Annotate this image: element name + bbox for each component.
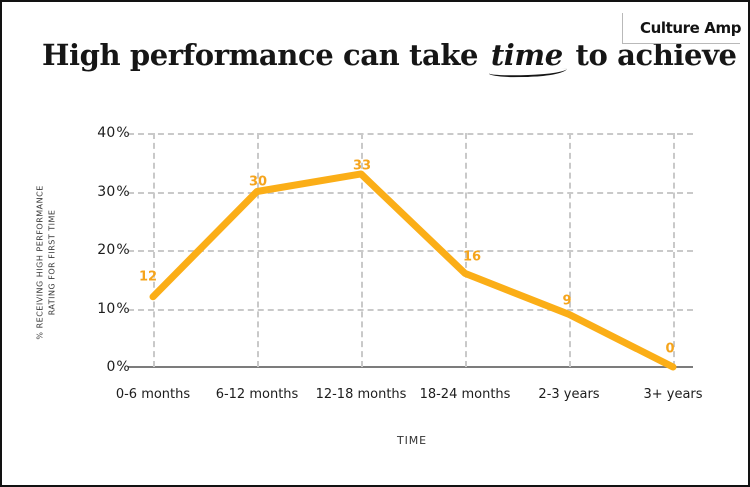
- gridline-vertical: [673, 133, 675, 367]
- y-tick-label: 30 %: [97, 183, 130, 200]
- data-point-label: 12: [138, 269, 158, 285]
- gridline-horizontal: [128, 250, 693, 252]
- x-category-label: 2-3 years: [538, 387, 600, 402]
- series-line: [149, 170, 677, 371]
- y-axis-title-line1: % RECEIVING HIGH PERFORMANCE: [35, 185, 45, 340]
- x-category-label: 3+ years: [643, 387, 703, 402]
- culture-amp-wordmark: Culture Amp: [640, 19, 742, 37]
- x-category-label: 0-6 months: [115, 387, 191, 402]
- x-category-label: 18-24 months: [419, 387, 511, 402]
- x-axis-title: TIME: [396, 434, 428, 447]
- gridline-vertical: [569, 133, 571, 367]
- data-point-label: 16: [462, 249, 482, 265]
- y-tick-label: 20 %: [97, 242, 130, 258]
- y-tick-label: 10 %: [97, 300, 130, 317]
- data-point-label: 9: [562, 293, 572, 309]
- gridline-vertical: [257, 133, 259, 367]
- data-point-label: 33: [352, 158, 372, 174]
- page-title: High performance can take time to achiev…: [42, 38, 737, 72]
- data-point-label: 30: [248, 174, 268, 189]
- y-axis-title-line2: RATING FOR FIRST TIME: [48, 209, 57, 316]
- data-point-label: 0: [665, 341, 675, 357]
- y-axis-title: % RECEIVING HIGH PERFORMANCE RATING FOR …: [35, 112, 60, 412]
- gridline-horizontal: [128, 308, 693, 311]
- title-emphasis-time: time: [490, 38, 563, 72]
- x-category-label: 12-18 months: [315, 387, 407, 402]
- x-axis-line: [128, 366, 693, 368]
- gridline-horizontal: [128, 133, 693, 135]
- gridline-horizontal: [128, 191, 693, 194]
- x-category-label: 6-12 months: [215, 387, 299, 402]
- culture-amp-logo: Culture Amp: [622, 13, 742, 44]
- y-tick-label: 40 %: [97, 125, 130, 141]
- gridline-vertical: [153, 133, 155, 367]
- title-text-prefix: High performance can take: [42, 38, 479, 72]
- y-tick-label: 0 %: [106, 359, 130, 375]
